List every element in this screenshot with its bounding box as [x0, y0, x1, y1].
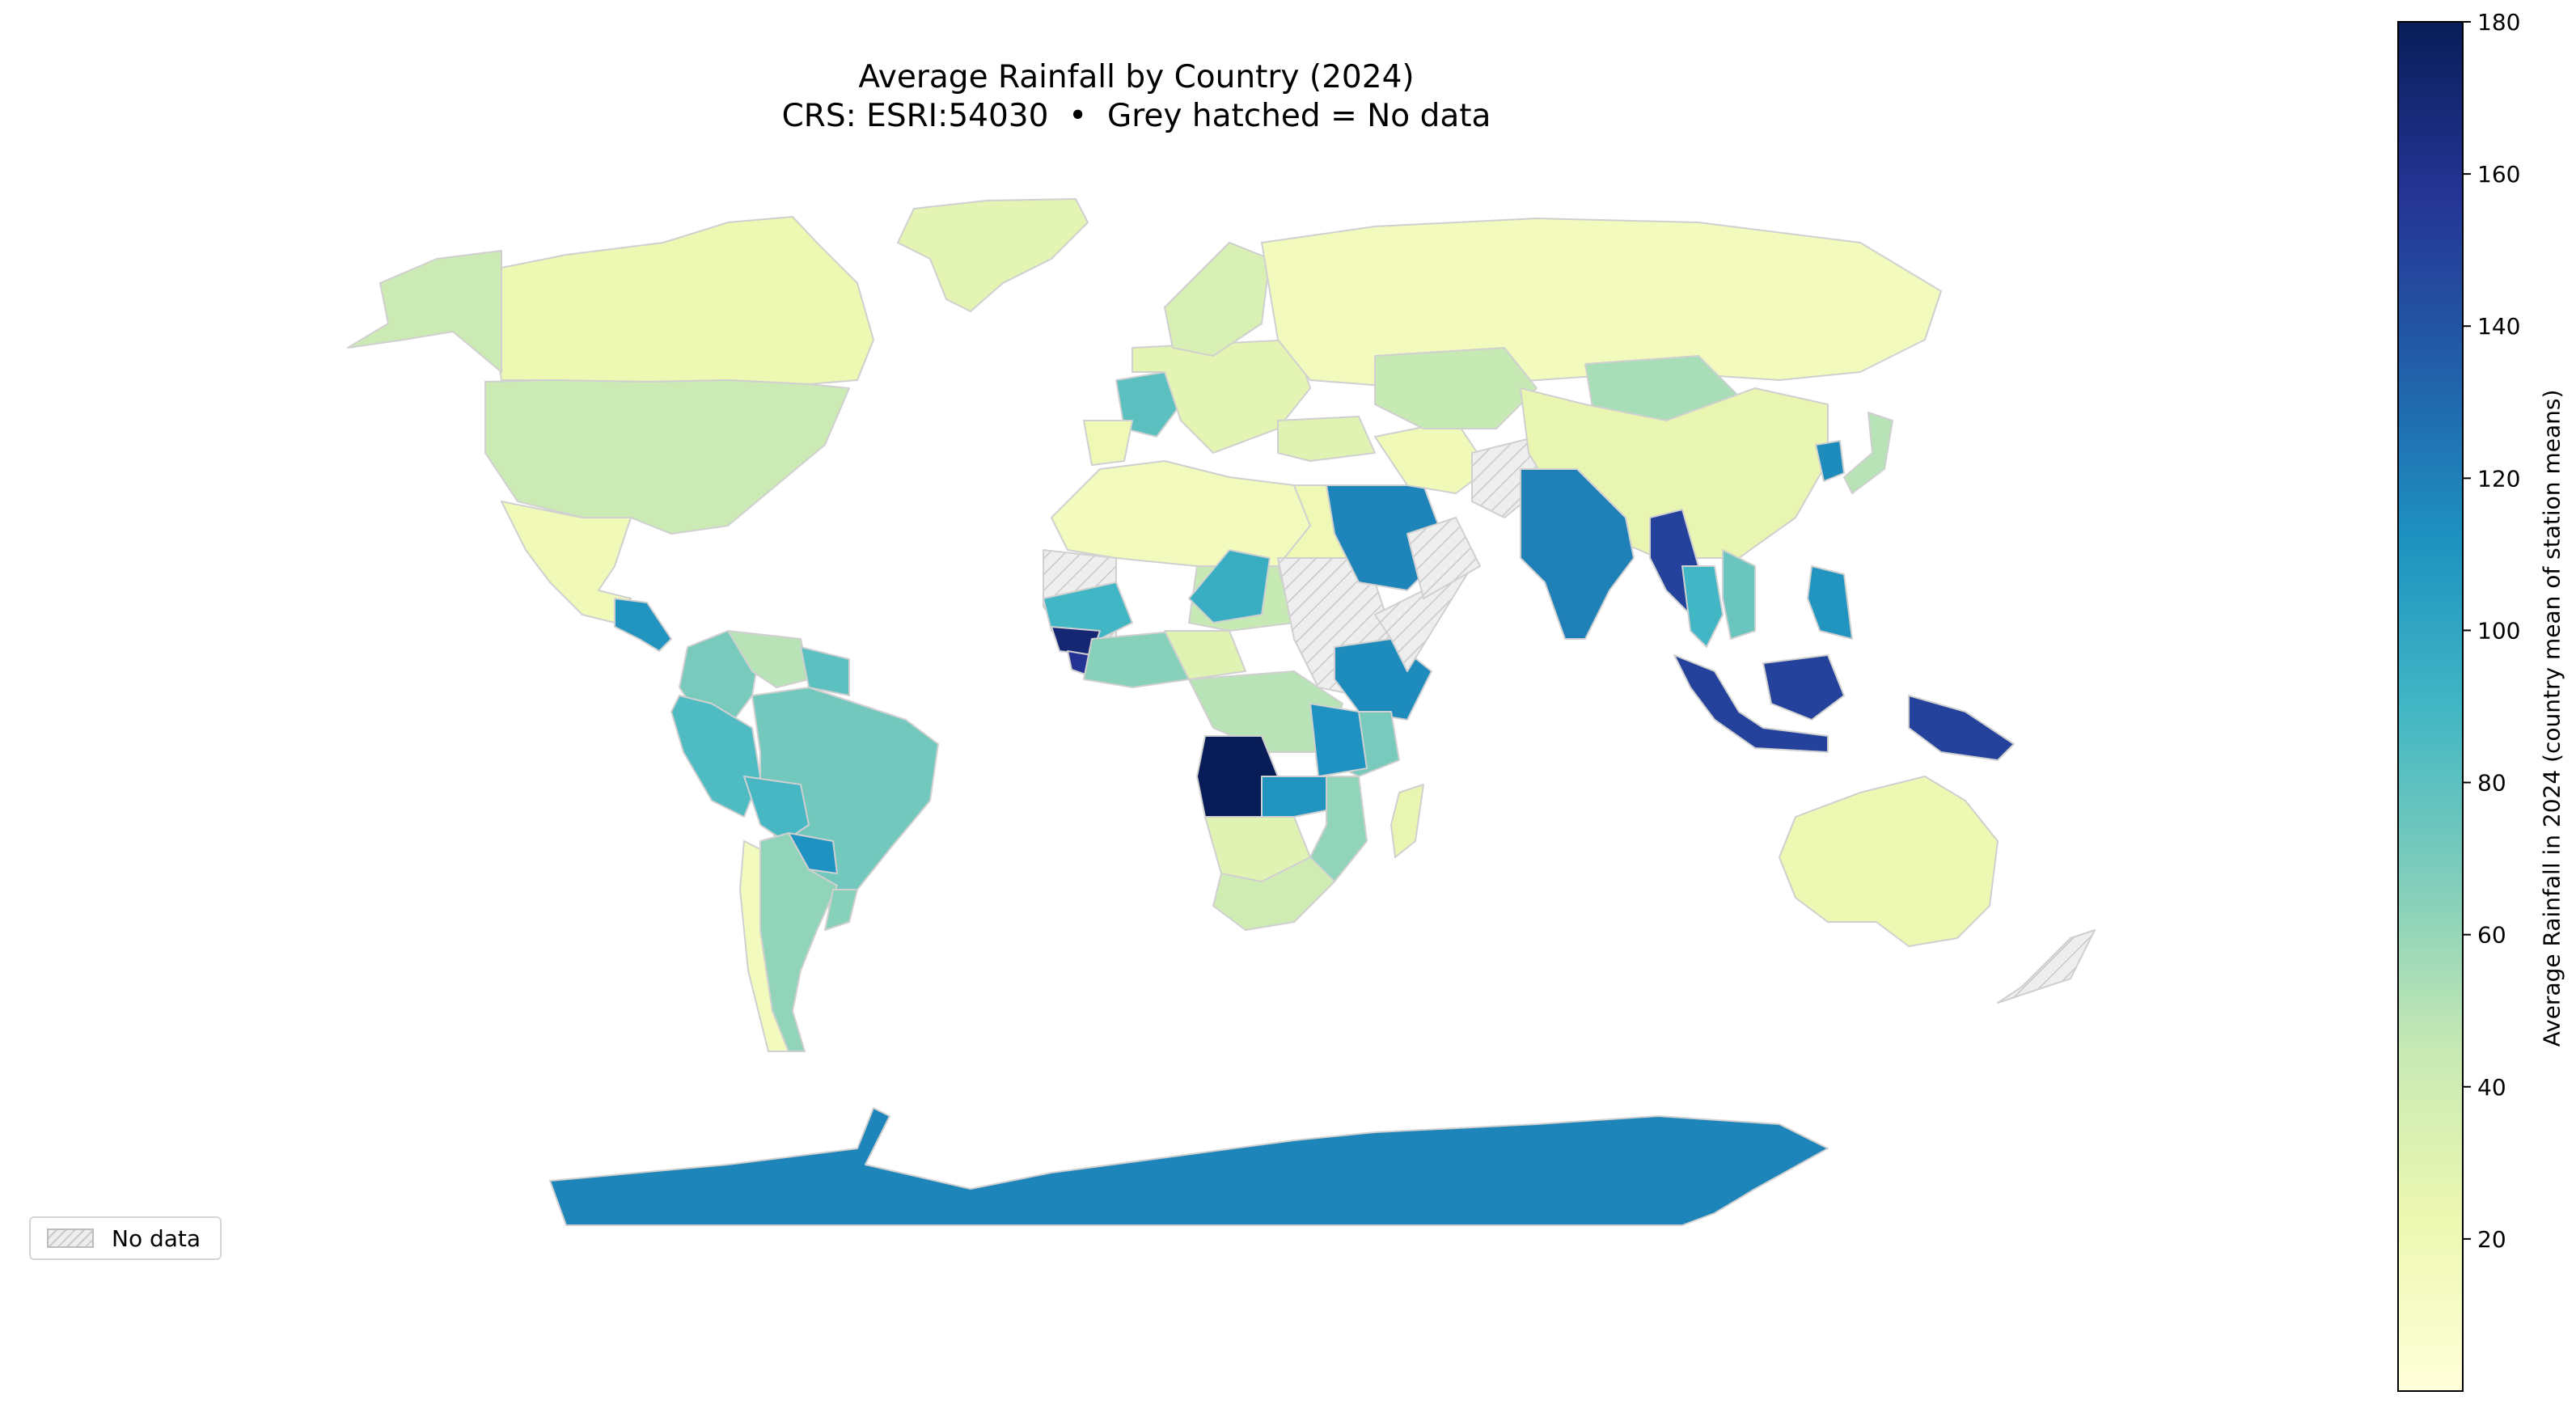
colorbar-tick-label: 20	[2477, 1226, 2506, 1253]
colorbar-tick-label: 40	[2477, 1074, 2506, 1101]
colorbar-label: Average Rainfall in 2024 (country mean o…	[2538, 389, 2565, 1047]
colorbar-tick-label: 80	[2477, 770, 2506, 797]
colorbar-gradient	[2397, 21, 2464, 1392]
colorbar-tick-label: 120	[2477, 465, 2520, 492]
colorbar-tick-label: 160	[2477, 161, 2520, 188]
country-japan	[1843, 412, 1893, 494]
country-central-african-republic	[1164, 630, 1246, 680]
colorbar-tick-label: 100	[2477, 617, 2520, 644]
country-uruguay-s-brazil	[824, 889, 858, 931]
country-new-zealand	[1997, 929, 2096, 1004]
colorbar-tick-label: 140	[2477, 313, 2520, 340]
country-iberia	[1083, 420, 1133, 466]
no-data-legend: No data	[29, 1216, 222, 1260]
country-ecuador-peru	[670, 695, 761, 818]
country-alaska	[347, 250, 502, 373]
country-scandinavia	[1164, 242, 1271, 357]
country-central-asia	[1374, 347, 1538, 429]
country-india	[1520, 468, 1635, 640]
country-mexico	[501, 501, 632, 624]
title-block: Average Rainfall by Country (2024) CRS: …	[0, 58, 2273, 136]
country-bolivia	[743, 776, 810, 842]
country-new-guinea	[1908, 695, 2015, 761]
country-argentina	[759, 832, 838, 1052]
country-antarctica	[549, 1107, 1829, 1226]
country-senegal-gambia	[1043, 581, 1133, 640]
world-map	[347, 198, 2096, 1226]
chart-title: Average Rainfall by Country (2024)	[858, 59, 1415, 95]
country-central-america	[614, 598, 672, 652]
country-indonesia-sumatra-java	[1673, 654, 1829, 753]
country-united-states	[484, 379, 850, 535]
country-greenland	[897, 198, 1089, 312]
country-chad	[1188, 549, 1271, 624]
no-data-label: No data	[112, 1224, 201, 1252]
colorbar-tick-label: 180	[2477, 9, 2520, 36]
country-borneo	[1762, 654, 1845, 721]
country-russia	[1261, 218, 1942, 389]
country-tanzania	[1309, 703, 1368, 777]
country-philippines	[1807, 565, 1853, 640]
country-oman-yemen	[1406, 517, 1481, 599]
country-turkey	[1277, 416, 1376, 462]
country-thailand	[1681, 565, 1724, 648]
country-madagascar	[1390, 784, 1424, 858]
country-vietnam	[1722, 549, 1756, 640]
country-south-africa	[1212, 856, 1335, 931]
country-korea	[1815, 440, 1845, 482]
country-guianas	[800, 646, 850, 696]
country-venezuela	[727, 630, 810, 688]
country-australia	[1779, 776, 1999, 947]
chart-subtitle: CRS: ESRI:54030 • Grey hatched = No data	[781, 98, 1491, 134]
country-zambia	[1261, 776, 1335, 818]
hatch-swatch-icon	[47, 1228, 94, 1248]
colorbar-tick-label: 60	[2477, 922, 2506, 949]
